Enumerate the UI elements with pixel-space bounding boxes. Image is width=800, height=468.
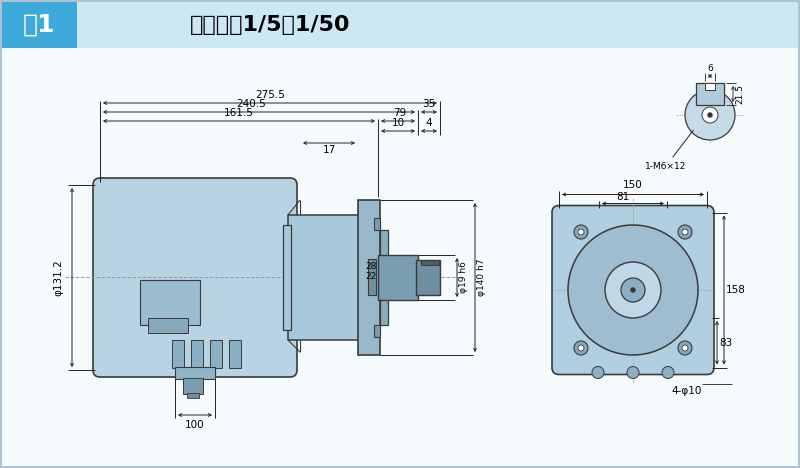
Text: 83: 83 — [719, 338, 732, 348]
Text: 21.5: 21.5 — [735, 84, 744, 104]
Bar — [210, 340, 222, 368]
Text: 79: 79 — [394, 108, 406, 118]
Text: 240.5: 240.5 — [236, 99, 266, 109]
Text: 図1: 図1 — [22, 13, 55, 37]
Bar — [283, 225, 291, 330]
Circle shape — [621, 278, 645, 302]
Text: 275.5: 275.5 — [255, 90, 285, 100]
Bar — [374, 325, 380, 337]
Bar — [172, 340, 184, 368]
Text: 17: 17 — [322, 145, 336, 155]
Text: 22: 22 — [366, 272, 377, 281]
Circle shape — [568, 225, 698, 355]
Bar — [696, 83, 724, 105]
Bar — [416, 260, 440, 295]
Text: φ131.2: φ131.2 — [53, 259, 63, 296]
Text: 158: 158 — [726, 285, 746, 295]
Bar — [421, 260, 439, 265]
Text: φ140 h7: φ140 h7 — [477, 259, 486, 296]
Circle shape — [578, 345, 584, 351]
Circle shape — [685, 90, 735, 140]
FancyBboxPatch shape — [552, 205, 714, 374]
Text: 150: 150 — [623, 181, 643, 190]
Circle shape — [708, 113, 712, 117]
Text: 35: 35 — [422, 99, 436, 109]
Text: 減速比、1/5～1/50: 減速比、1/5～1/50 — [190, 15, 350, 35]
Circle shape — [678, 341, 692, 355]
Circle shape — [574, 225, 588, 239]
Bar — [368, 259, 376, 295]
Text: 100: 100 — [185, 420, 205, 430]
Text: φ19 h6: φ19 h6 — [459, 262, 468, 293]
Bar — [183, 378, 203, 394]
Bar — [229, 340, 241, 368]
Text: 81: 81 — [616, 191, 630, 202]
Bar — [148, 318, 188, 333]
Circle shape — [678, 225, 692, 239]
Bar — [175, 367, 215, 379]
Bar — [374, 218, 380, 230]
Bar — [2, 2, 77, 48]
Text: 4: 4 — [426, 118, 432, 128]
Bar — [140, 280, 200, 325]
Text: 10: 10 — [391, 118, 405, 128]
Circle shape — [702, 107, 718, 123]
Circle shape — [631, 288, 635, 292]
Circle shape — [578, 229, 584, 235]
Bar — [705, 83, 715, 90]
Circle shape — [574, 341, 588, 355]
Circle shape — [662, 366, 674, 379]
Bar — [380, 230, 388, 325]
Text: 161.5: 161.5 — [224, 108, 254, 118]
Circle shape — [627, 366, 639, 379]
Text: 1-M6×12: 1-M6×12 — [645, 130, 694, 171]
Bar — [378, 255, 418, 300]
FancyBboxPatch shape — [93, 178, 297, 377]
Circle shape — [605, 262, 661, 318]
Circle shape — [682, 345, 688, 351]
Bar — [187, 393, 199, 398]
Bar — [358, 200, 380, 355]
Bar — [77, 2, 798, 48]
Text: 28: 28 — [366, 262, 377, 271]
Text: 4-φ10: 4-φ10 — [672, 386, 702, 395]
Circle shape — [592, 366, 604, 379]
Text: 6: 6 — [707, 64, 713, 73]
Circle shape — [682, 229, 688, 235]
Bar — [288, 215, 370, 340]
Bar — [191, 340, 203, 368]
